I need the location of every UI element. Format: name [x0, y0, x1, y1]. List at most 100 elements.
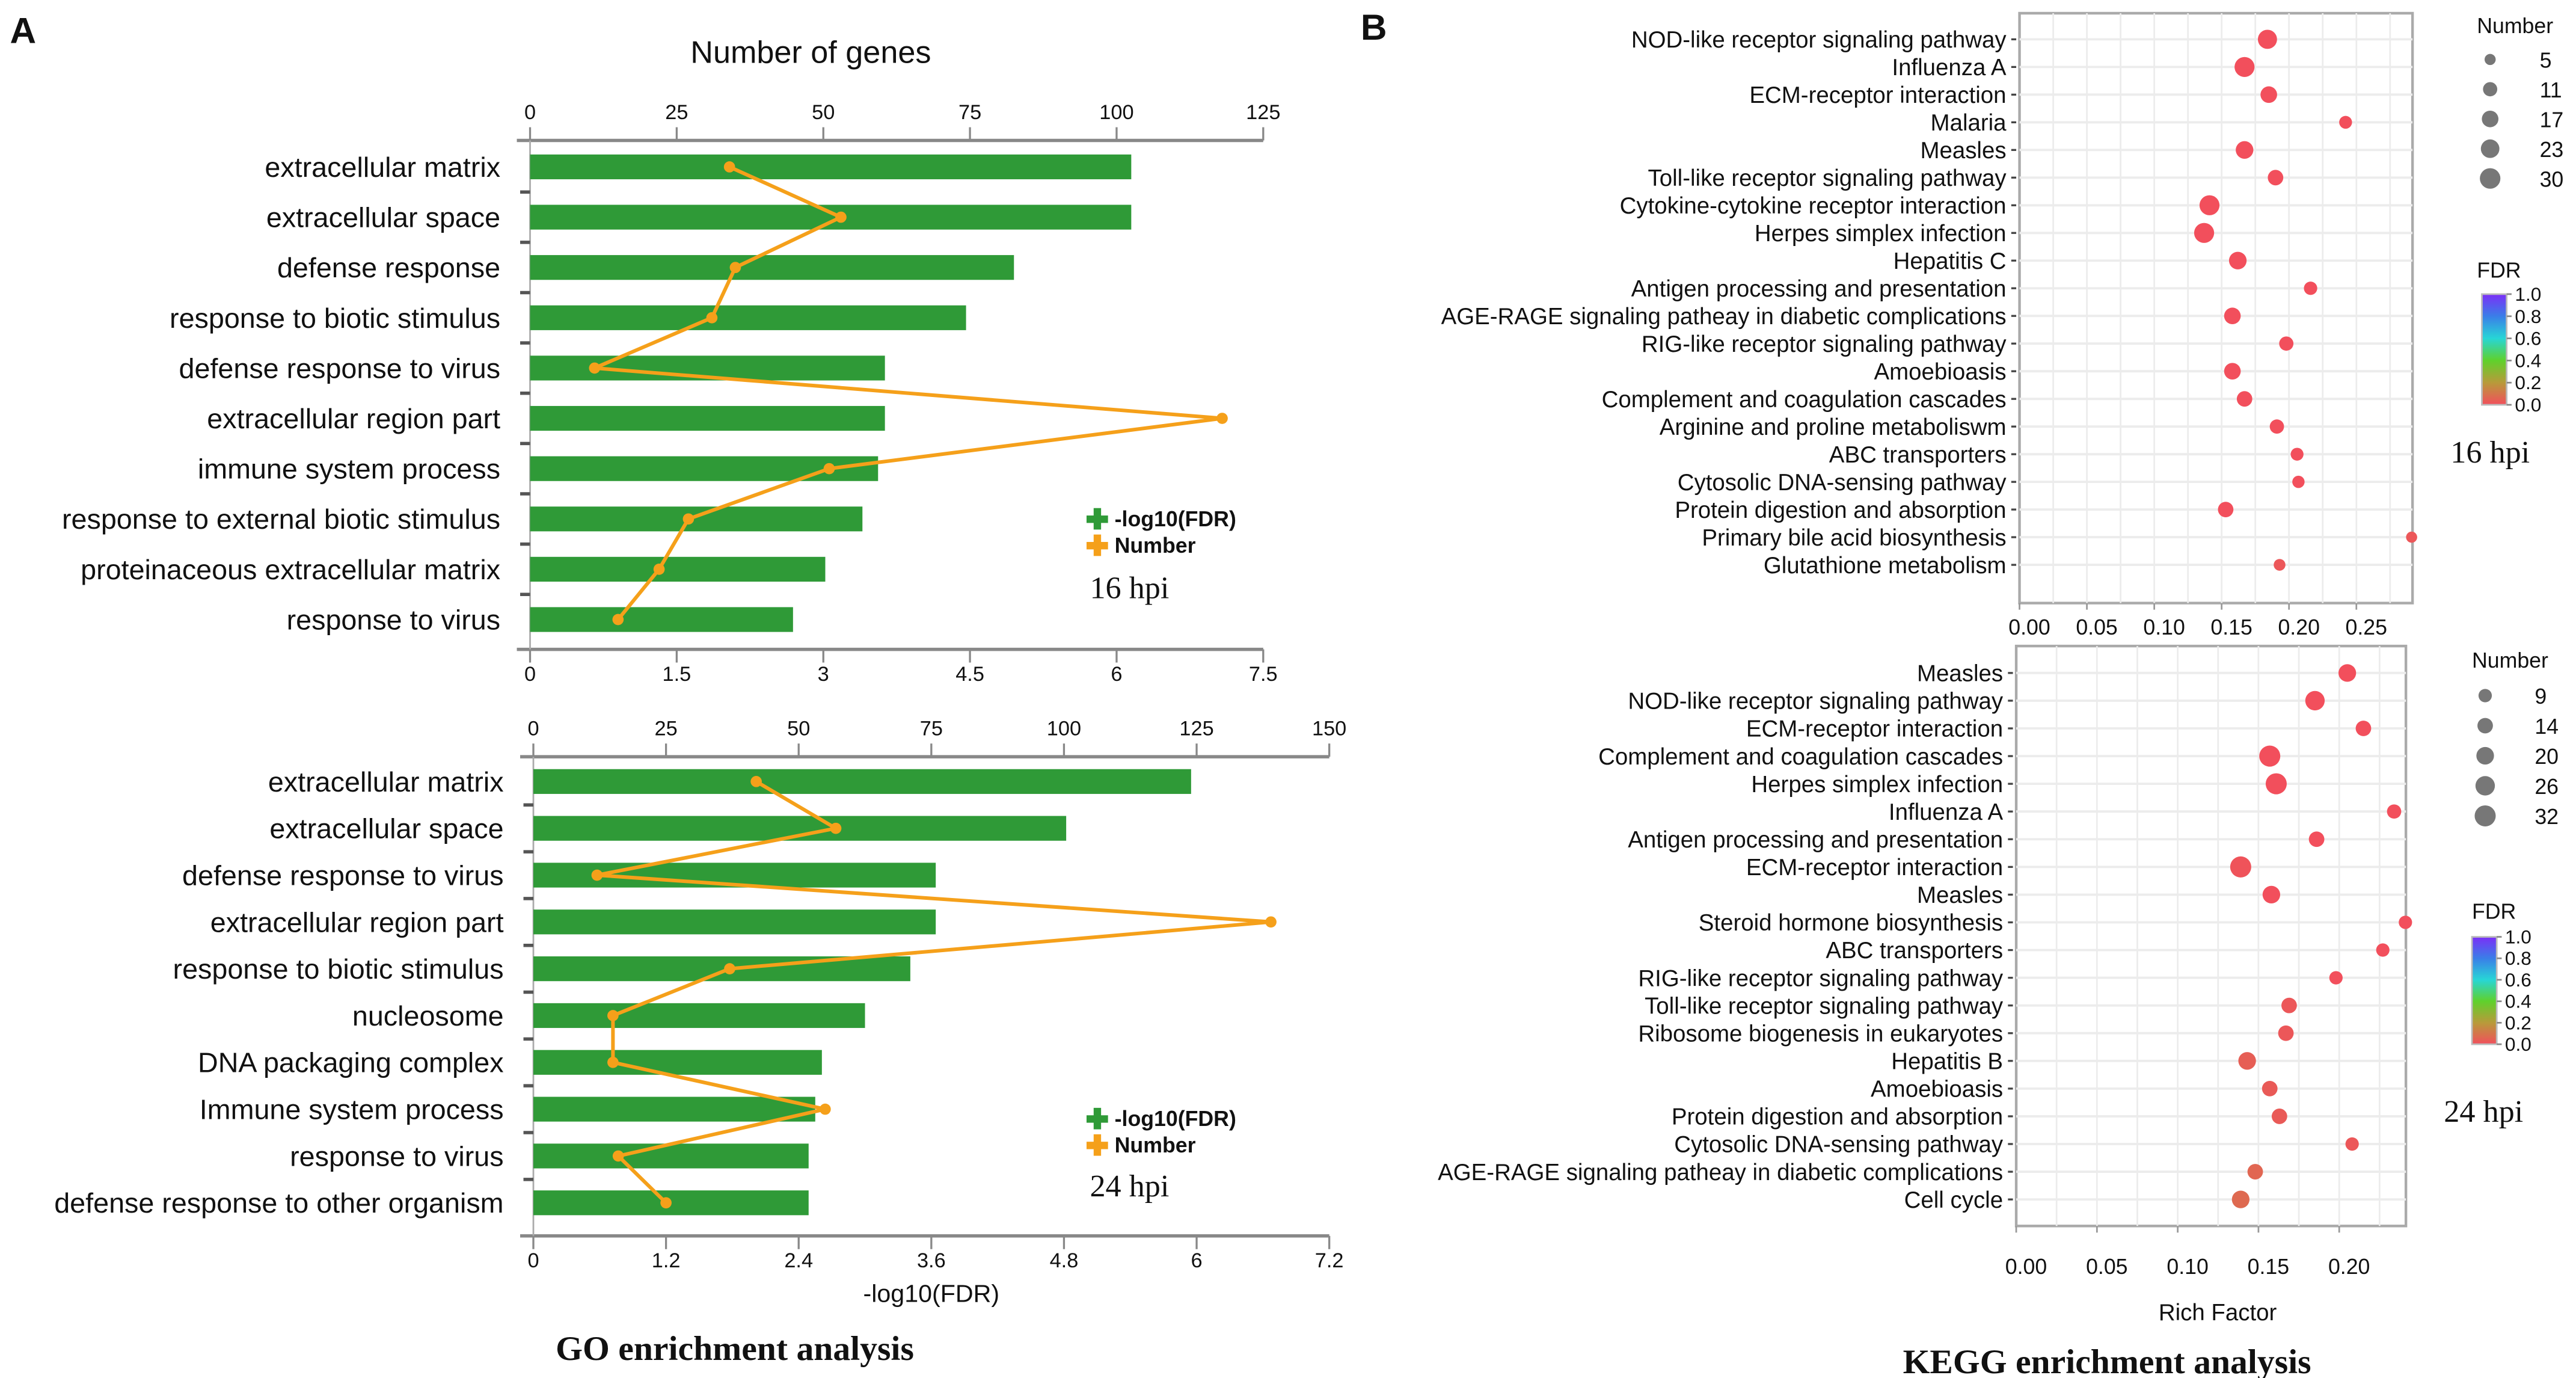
- legend-label: Number: [1115, 1133, 1196, 1157]
- number-point: [830, 822, 842, 834]
- pathway-label: ECM-receptor interaction: [1746, 855, 2003, 881]
- pathway-dot: [2279, 336, 2294, 351]
- size-legend-label: 14: [2535, 715, 2559, 739]
- pathway-dot: [2247, 1164, 2263, 1180]
- pathway-dot: [2268, 170, 2284, 186]
- x-axis-tick-label: 0.05: [2076, 615, 2117, 639]
- number-point: [820, 1103, 831, 1115]
- top-axis-tick-label: 75: [920, 717, 943, 740]
- pathway-dot: [2406, 531, 2417, 543]
- pathway-label: Cytokine-cytokine receptor interaction: [1620, 193, 2007, 219]
- top-axis-tick-label: 100: [1047, 717, 1081, 740]
- colorbar-tick-label: 0.4: [2515, 349, 2541, 371]
- go-chart-24-hpi: 0 25 50 75 100 125 150 0 1.2 2.4 3.6 4.8 6 7.2 -log10(…: [54, 717, 1346, 1307]
- legend-swatch-v: [1093, 1107, 1102, 1130]
- number-point: [823, 463, 835, 475]
- colorbar-tick-label: 0.2: [2515, 372, 2541, 393]
- number-point: [612, 1150, 624, 1162]
- pathway-dot: [2231, 1190, 2250, 1208]
- bar-log10-fdr: [533, 769, 1191, 794]
- pathway-label: Complement and coagulation cascades: [1602, 387, 2007, 413]
- number-point: [1216, 413, 1228, 424]
- pathway-label: RIG-like receptor signaling pathway: [1642, 331, 2007, 357]
- pathway-label: AGE-RAGE signaling patheay in diabetic c…: [1438, 1160, 2003, 1186]
- size-legend-dot: [2478, 689, 2492, 703]
- pathway-label: Influenza A: [1889, 799, 2004, 825]
- bottom-axis-tick-label: 2.4: [784, 1249, 813, 1272]
- category-label: Immune system process: [200, 1094, 504, 1125]
- pathway-dot: [2292, 475, 2305, 488]
- bottom-axis-tick-label: 7.5: [1249, 663, 1278, 686]
- pathway-dot: [2218, 502, 2234, 518]
- pathway-label: Antigen processing and presentation: [1628, 827, 2003, 853]
- size-legend-dot: [2480, 139, 2500, 158]
- number-line: [596, 780, 1271, 1204]
- size-legend-dot: [2483, 82, 2498, 97]
- category-label: defense response to virus: [182, 860, 504, 891]
- category-label: defense response to virus: [179, 352, 501, 384]
- colorbar-tick-label: 0.8: [2505, 947, 2532, 969]
- size-legend-label: 26: [2535, 775, 2559, 799]
- x-axis-title: Rich Factor: [2159, 1300, 2277, 1326]
- top-axis-tick-label: 0: [524, 101, 536, 124]
- number-point: [750, 775, 762, 787]
- number-point: [706, 312, 718, 324]
- pathway-dot: [2281, 997, 2297, 1014]
- pathway-label: Primary bile acid biosynthesis: [1702, 525, 2006, 551]
- top-axis-tick-label: 75: [958, 101, 981, 124]
- category-label: response to biotic stimulus: [173, 953, 504, 985]
- category-label: response to external biotic stimulus: [62, 503, 500, 535]
- bottom-axis-tick-label: 4.8: [1050, 1249, 1079, 1272]
- top-axis-tick-label: 25: [655, 717, 678, 740]
- number-point: [607, 1010, 619, 1021]
- pathway-label: ECM-receptor interaction: [1746, 716, 2003, 742]
- colorbar-tick-label: 1.0: [2505, 926, 2532, 948]
- legend-label: -log10(FDR): [1115, 1107, 1236, 1131]
- colorbar-tick-label: 0.8: [2515, 306, 2541, 327]
- pathway-label: Malaria: [1931, 110, 2007, 136]
- fdr-colorbar: [2481, 293, 2508, 406]
- fdr-colorbar: [2471, 936, 2498, 1045]
- panel-label-a: A: [10, 10, 36, 51]
- pathway-dot: [2345, 1137, 2359, 1151]
- number-point: [1265, 916, 1277, 928]
- bar-log10-fdr: [533, 1050, 822, 1075]
- bottom-axis-tick-label: 4.5: [955, 663, 984, 686]
- size-legend-title: Number: [2472, 648, 2548, 672]
- number-point: [723, 161, 735, 173]
- pathway-label: ABC transporters: [1829, 442, 2007, 468]
- number-point: [835, 211, 847, 223]
- legend-label: Number: [1115, 534, 1196, 558]
- pathway-label: Steroid hormone biosynthesis: [1699, 910, 2003, 936]
- x-axis-tick-label: 0.10: [2167, 1255, 2208, 1279]
- size-legend-label: 23: [2540, 138, 2564, 162]
- pathway-dot: [2194, 223, 2215, 243]
- pathway-dot: [2259, 745, 2281, 767]
- top-axis-tick-label: 50: [812, 101, 835, 124]
- bottom-axis-title: -log10(FDR): [863, 1280, 1000, 1308]
- category-label: nucleosome: [352, 1000, 504, 1032]
- x-axis-tick-label: 0.20: [2328, 1255, 2370, 1279]
- category-label: proteinaceous extracellular matrix: [81, 554, 500, 585]
- category-label: response to biotic stimulus: [170, 303, 500, 334]
- pathway-dot: [2269, 419, 2284, 434]
- color-legend-title: FDR: [2477, 258, 2521, 282]
- go-chart-16-hpi: Number of genes 0 25 50 75 100 125 0 1.5 3 4.5 6 7.5…: [62, 35, 1280, 685]
- x-axis-tick-label: 0.20: [2278, 615, 2319, 639]
- colorbar-tick-label: 0.6: [2515, 328, 2541, 349]
- pathway-dot: [2260, 86, 2277, 103]
- top-axis-tick-label: 50: [787, 717, 810, 740]
- pathway-label: Ribosome biogenesis in eukaryotes: [1638, 1021, 2003, 1047]
- pathway-label: NOD-like receptor signaling pathway: [1631, 27, 2007, 53]
- pathway-dot: [2224, 307, 2241, 325]
- bar-log10-fdr: [533, 1097, 815, 1122]
- category-label: DNA packaging complex: [198, 1047, 504, 1078]
- size-legend-label: 32: [2535, 805, 2559, 829]
- pathway-label: Cytosolic DNA-sensing pathway: [1674, 1132, 2004, 1158]
- plot-panel: [2014, 644, 2408, 1228]
- top-axis-title: Number of genes: [690, 35, 931, 70]
- legend-swatch-v: [1093, 508, 1102, 530]
- category-label: extracellular matrix: [265, 152, 500, 183]
- pathway-label: Measles: [1917, 661, 2003, 687]
- pathway-dot: [2199, 195, 2220, 215]
